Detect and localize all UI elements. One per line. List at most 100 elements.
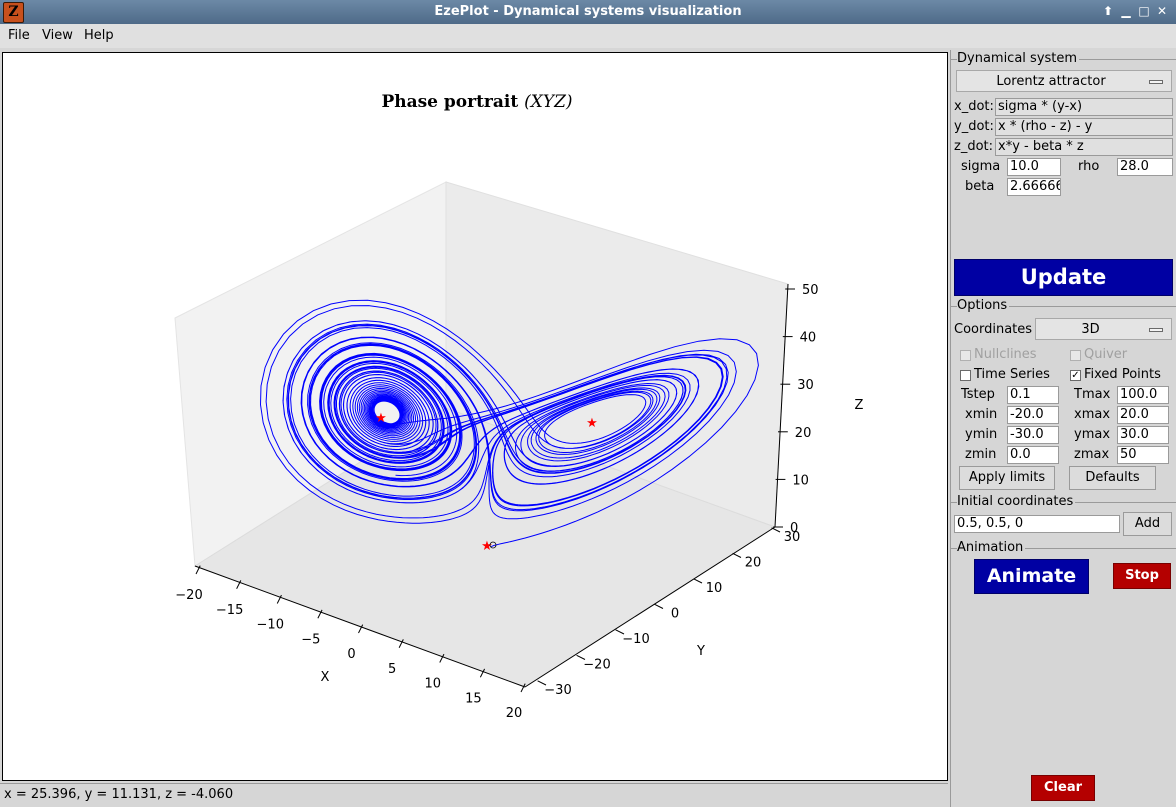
time-series-label: Time Series <box>974 367 1050 382</box>
minimize-icon[interactable]: ▁ <box>1121 4 1131 18</box>
time-series-checkbox[interactable] <box>960 370 971 381</box>
xmax-label: xmax <box>1074 407 1111 422</box>
menu-file[interactable]: File <box>8 28 30 43</box>
beta-label: beta <box>965 179 995 194</box>
y-axis-tick-label: 10 <box>706 581 723 596</box>
close-icon[interactable]: ✕ <box>1156 4 1168 18</box>
combo-arrow-icon <box>1149 80 1163 84</box>
rho-input[interactable]: 28.0 <box>1117 158 1173 176</box>
animate-button[interactable]: Animate <box>974 559 1089 594</box>
zmin-label: zmin <box>965 447 997 462</box>
x-axis-tick-label: −15 <box>216 603 243 618</box>
x-axis-tick-label: 20 <box>506 706 523 721</box>
update-button[interactable]: Update <box>954 259 1173 296</box>
y-axis-label: Y <box>696 644 705 659</box>
z-axis-tick-label: 10 <box>792 473 809 488</box>
animation-label: Animation <box>957 540 1026 555</box>
x-axis-tick <box>520 683 526 693</box>
sigma-label: sigma <box>961 159 1001 174</box>
fixed-point-origin: ★ <box>481 539 493 554</box>
initial-coordinates-group: Initial coordinates 0.5, 0.5, 0 Add <box>951 494 1176 543</box>
x-axis-tick-label: −10 <box>257 618 284 633</box>
system-select-value: Lorentz attractor <box>996 74 1106 89</box>
plot-title: Phase portrait (XYZ) <box>381 92 572 112</box>
y-dot-label: y_dot: <box>954 119 994 134</box>
x-axis-tick <box>358 624 364 634</box>
sigma-input[interactable]: 10.0 <box>1007 158 1061 176</box>
z-axis-tick-label: 30 <box>797 378 814 393</box>
xmin-input[interactable]: -20.0 <box>1007 406 1059 424</box>
xmin-label: xmin <box>965 407 998 422</box>
y-axis-tick-label: −30 <box>544 683 571 698</box>
initial-coordinates-input[interactable]: 0.5, 0.5, 0 <box>954 515 1120 533</box>
zmax-input[interactable]: 50 <box>1117 446 1169 464</box>
menu-help[interactable]: Help <box>84 28 114 43</box>
nullclines-checkbox[interactable] <box>960 350 971 361</box>
z-dot-label: z_dot: <box>954 139 994 154</box>
stop-button[interactable]: Stop <box>1113 563 1171 589</box>
x-axis-tick <box>317 609 323 619</box>
coordinates-label: Coordinates <box>954 322 1033 337</box>
menu-view[interactable]: View <box>42 28 73 43</box>
nullclines-label: Nullclines <box>974 347 1037 362</box>
clear-button[interactable]: Clear <box>1031 775 1095 801</box>
cursor-coordinates: x = 25.396, y = 11.131, z = -4.060 <box>4 787 234 802</box>
phase-portrait-3d[interactable]: −20−15−10−505101520−30−20−10010203001020… <box>3 53 947 780</box>
maximize-icon[interactable]: □ <box>1138 4 1150 18</box>
add-button[interactable]: Add <box>1123 512 1172 536</box>
y-axis-tick <box>771 527 781 533</box>
z-axis-tick-label: 0 <box>790 521 798 536</box>
initial-point-marker <box>489 541 497 549</box>
fixed-points-checkbox[interactable]: ✓ <box>1070 370 1081 381</box>
rho-label: rho <box>1078 159 1100 174</box>
zmin-input[interactable]: 0.0 <box>1007 446 1059 464</box>
ezeplot-app-icon[interactable]: Z <box>3 2 24 23</box>
plot-canvas[interactable]: −20 −15 −10 −5 0 5 10 15 20 −30 −20 −10 0 10 20 30 0 10 20… <box>2 52 948 781</box>
ymax-input[interactable]: 30.0 <box>1117 426 1169 444</box>
apply-limits-button[interactable]: Apply limits <box>959 466 1055 490</box>
x-dot-input[interactable]: sigma * (y-x) <box>995 98 1173 116</box>
y-axis-tick-label: 0 <box>671 607 679 622</box>
ymin-label: ymin <box>965 427 998 442</box>
x-axis-tick <box>439 653 445 663</box>
restore-up-icon[interactable]: ⬆ <box>1102 4 1114 18</box>
z-axis-tick-label: 50 <box>802 283 819 298</box>
z-axis-line <box>774 283 789 528</box>
y-axis-tick <box>537 680 547 686</box>
x-axis-line <box>194 565 526 688</box>
y-axis-tick <box>576 654 586 660</box>
x-axis-tick <box>398 639 404 648</box>
z-axis-tick-label: 20 <box>795 426 812 441</box>
y-axis-tick-label: 20 <box>745 556 762 571</box>
ymax-label: ymax <box>1074 427 1111 442</box>
z-dot-input[interactable]: x*y - beta * z <box>995 138 1173 156</box>
x-axis-tick-label: 5 <box>388 662 396 677</box>
options-group: Options Coordinates 3D Nullclines Quiver… <box>951 298 1176 495</box>
xmax-input[interactable]: 20.0 <box>1117 406 1169 424</box>
y-axis-tick-label: 30 <box>784 530 801 545</box>
initial-coordinates-label: Initial coordinates <box>957 494 1076 509</box>
system-select[interactable]: Lorentz attractor <box>956 70 1172 92</box>
x-axis-tick-label: 0 <box>347 647 355 662</box>
axis-ticks: −20−15−10−505101520−30−20−10010203001020… <box>175 283 818 721</box>
tmax-input[interactable]: 100.0 <box>1117 386 1169 404</box>
quiver-checkbox[interactable] <box>1070 350 1081 361</box>
tstep-input[interactable]: 0.1 <box>1007 386 1059 404</box>
x-axis-tick <box>236 580 242 589</box>
y-axis-tick <box>654 603 664 609</box>
x-axis-tick-label: 10 <box>424 677 441 692</box>
beta-input[interactable]: 2.66666 <box>1007 178 1061 196</box>
coordinates-select[interactable]: 3D <box>1035 318 1172 340</box>
z-axis-tick-label: 40 <box>800 331 817 346</box>
ymin-input[interactable]: -30.0 <box>1007 426 1059 444</box>
dynamical-system-group: Dynamical system Lorentz attractor x_dot… <box>951 51 1176 300</box>
fixed-points-label: Fixed Points <box>1084 367 1161 382</box>
title-bar: Z EzePlot - Dynamical systems visualizat… <box>0 0 1176 24</box>
window-title: EzePlot - Dynamical systems visualizatio… <box>434 4 742 19</box>
fixed-point-left: ★ <box>375 411 387 426</box>
control-panel: Dynamical system Lorentz attractor x_dot… <box>950 50 1176 807</box>
defaults-button[interactable]: Defaults <box>1069 466 1156 490</box>
y-dot-input[interactable]: x * (rho - z) - y <box>995 118 1173 136</box>
x-axis-tick-label: −5 <box>301 632 320 647</box>
x-axis-tick-label: 15 <box>465 691 482 706</box>
